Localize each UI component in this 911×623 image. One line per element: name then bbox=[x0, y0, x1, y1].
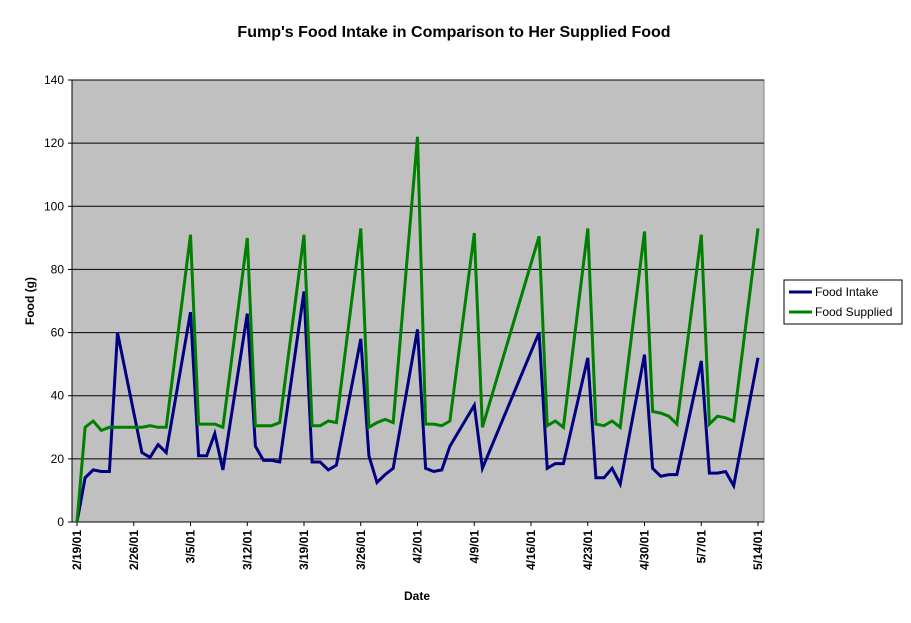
x-tick-label: 2/19/01 bbox=[70, 530, 84, 570]
x-tick-label: 4/9/01 bbox=[467, 530, 481, 564]
x-tick-label: 4/16/01 bbox=[524, 530, 538, 570]
legend: Food Intake Food Supplied bbox=[783, 279, 903, 325]
y-tick-label: 120 bbox=[44, 136, 64, 150]
x-tick-label: 4/2/01 bbox=[411, 530, 425, 564]
y-tick-label: 40 bbox=[51, 389, 65, 403]
y-tick-label: 100 bbox=[44, 199, 64, 213]
y-tick-label: 20 bbox=[51, 452, 65, 466]
y-tick-label: 140 bbox=[44, 73, 64, 87]
legend-label-food-intake: Food Intake bbox=[815, 285, 879, 299]
y-axis-ticks: 0 20 40 60 80 100 120 140 bbox=[44, 73, 73, 529]
y-axis-title: Food (g) bbox=[23, 277, 37, 325]
x-tick-label: 4/30/01 bbox=[638, 530, 652, 570]
x-tick-label: 3/5/01 bbox=[184, 530, 198, 564]
x-tick-label: 5/7/01 bbox=[694, 530, 708, 564]
x-tick-label: 3/26/01 bbox=[354, 530, 368, 570]
x-tick-label: 3/12/01 bbox=[240, 530, 254, 570]
y-tick-label: 60 bbox=[51, 326, 65, 340]
x-tick-label: 5/14/01 bbox=[751, 530, 765, 570]
series-line-food-intake bbox=[75, 291, 760, 523]
series-line-food-supplied bbox=[75, 136, 760, 523]
x-axis-title: Date bbox=[404, 589, 430, 603]
legend-box bbox=[783, 279, 903, 325]
x-tick-label: 3/19/01 bbox=[297, 530, 311, 570]
x-axis-ticks: 2/19/01 2/26/01 3/5/01 3/12/01 3/19/01 3/26/0… bbox=[70, 521, 765, 570]
x-tick-label: 4/23/01 bbox=[581, 530, 595, 570]
y-tick-label: 80 bbox=[51, 262, 65, 276]
chart-title: Fump's Food Intake in Comparison to Her … bbox=[237, 24, 670, 41]
y-tick-label: 0 bbox=[57, 515, 64, 529]
legend-label-food-supplied: Food Supplied bbox=[815, 305, 892, 319]
x-tick-label: 2/26/01 bbox=[127, 530, 141, 570]
series-lines bbox=[75, 136, 760, 523]
